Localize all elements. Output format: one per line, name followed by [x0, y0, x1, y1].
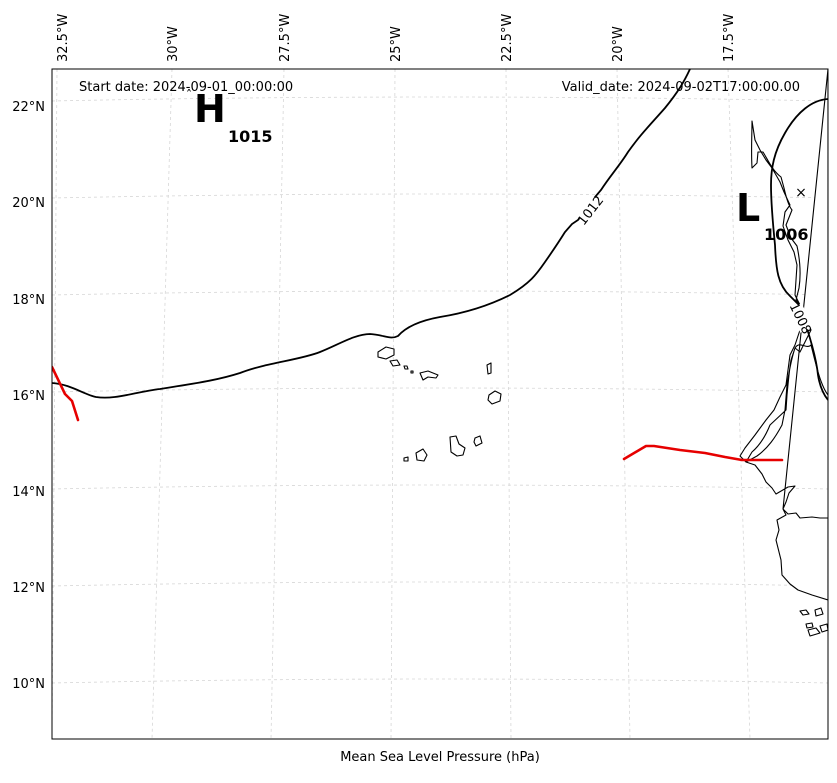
parallel-20n [52, 193, 828, 199]
low-center-marker: × [795, 185, 807, 201]
bijagos-island [799, 609, 810, 616]
cape-verde-sao-nicolau-main [419, 370, 439, 381]
bijagos-island [814, 607, 824, 617]
parallel-22n [52, 96, 828, 102]
lat-tick-label: 18°N [12, 293, 45, 308]
high-pressure-symbol: H [194, 87, 226, 131]
latitude-axis: 22°N 20°N 18°N 16°N 14°N 12°N 10°N [12, 100, 45, 692]
valid-date-label: Valid_date: 2024-09-02T17:00:00.00 [562, 80, 800, 95]
front-east [622, 444, 784, 462]
cape-verde-brava [403, 456, 409, 462]
parallel-10n [52, 678, 828, 684]
lon-tick-label: 27.5°W [278, 14, 293, 62]
cape-verde-santa-luzia [403, 365, 409, 370]
front-west [52, 365, 80, 422]
lon-tick-label: 17.5°W [722, 14, 737, 62]
low-pressure-symbol: L [736, 186, 760, 230]
meridian-30w [151, 69, 173, 739]
isobar-1008 [770, 98, 828, 401]
start-date-label: Start date: 2024-09-01_00:00:00 [79, 80, 293, 95]
longitude-axis: 32.5°W 30°W 27.5°W 25°W 22.5°W 20°W 17.5… [56, 14, 737, 62]
lon-tick-label: 30°W [166, 26, 181, 62]
map-frame [51, 68, 829, 740]
lon-tick-label: 32.5°W [56, 14, 71, 62]
cape-verde-sal [486, 362, 492, 375]
lon-tick-label: 20°W [611, 26, 626, 62]
meridian-17-5w [727, 69, 751, 739]
isobar-label-1012: 1012 [575, 193, 607, 228]
high-center-marker: ˆ [186, 89, 193, 104]
meridian-32-5w [52, 69, 58, 739]
lat-tick-label: 10°N [12, 677, 45, 692]
meridian-20w [616, 69, 631, 739]
lat-tick-label: 12°N [12, 581, 45, 596]
africa-coastline [739, 69, 828, 601]
lon-tick-label: 22.5°W [500, 14, 515, 62]
bijagos-island [807, 627, 821, 637]
cape-verde-maio [473, 435, 483, 447]
isobar-label-1012-group: 1012 [575, 193, 607, 228]
cape-verde-santo-antao [377, 346, 395, 360]
low-pressure-value: 1006 [764, 225, 809, 244]
bijagos-island [819, 623, 828, 633]
bijagos-island [805, 622, 814, 629]
meridian-25w [390, 69, 396, 739]
lat-tick-label: 14°N [12, 485, 45, 500]
cape-verde-santiago [449, 435, 466, 457]
cape-verde-sao-vicente [389, 359, 401, 367]
parallel-12n [52, 581, 828, 587]
lat-tick-label: 20°N [12, 196, 45, 211]
cape-verde-boa-vista [487, 390, 502, 405]
parallel-14n [52, 484, 828, 490]
meridian-22-5w [505, 69, 512, 739]
lat-tick-label: 22°N [12, 100, 45, 115]
x-axis-label: Mean Sea Level Pressure (hPa) [340, 750, 540, 765]
parallel-16n [52, 387, 828, 393]
cape-verde-sao-nicolau [410, 370, 414, 374]
lon-tick-label: 25°W [389, 26, 404, 62]
parallel-18n [52, 290, 828, 296]
lat-tick-label: 16°N [12, 389, 45, 404]
graticule [52, 69, 828, 739]
isobar-1012 [52, 69, 691, 399]
high-pressure-value: 1015 [228, 127, 273, 146]
meridian-27-5w [270, 69, 285, 739]
cape-verde-fogo [415, 448, 428, 462]
